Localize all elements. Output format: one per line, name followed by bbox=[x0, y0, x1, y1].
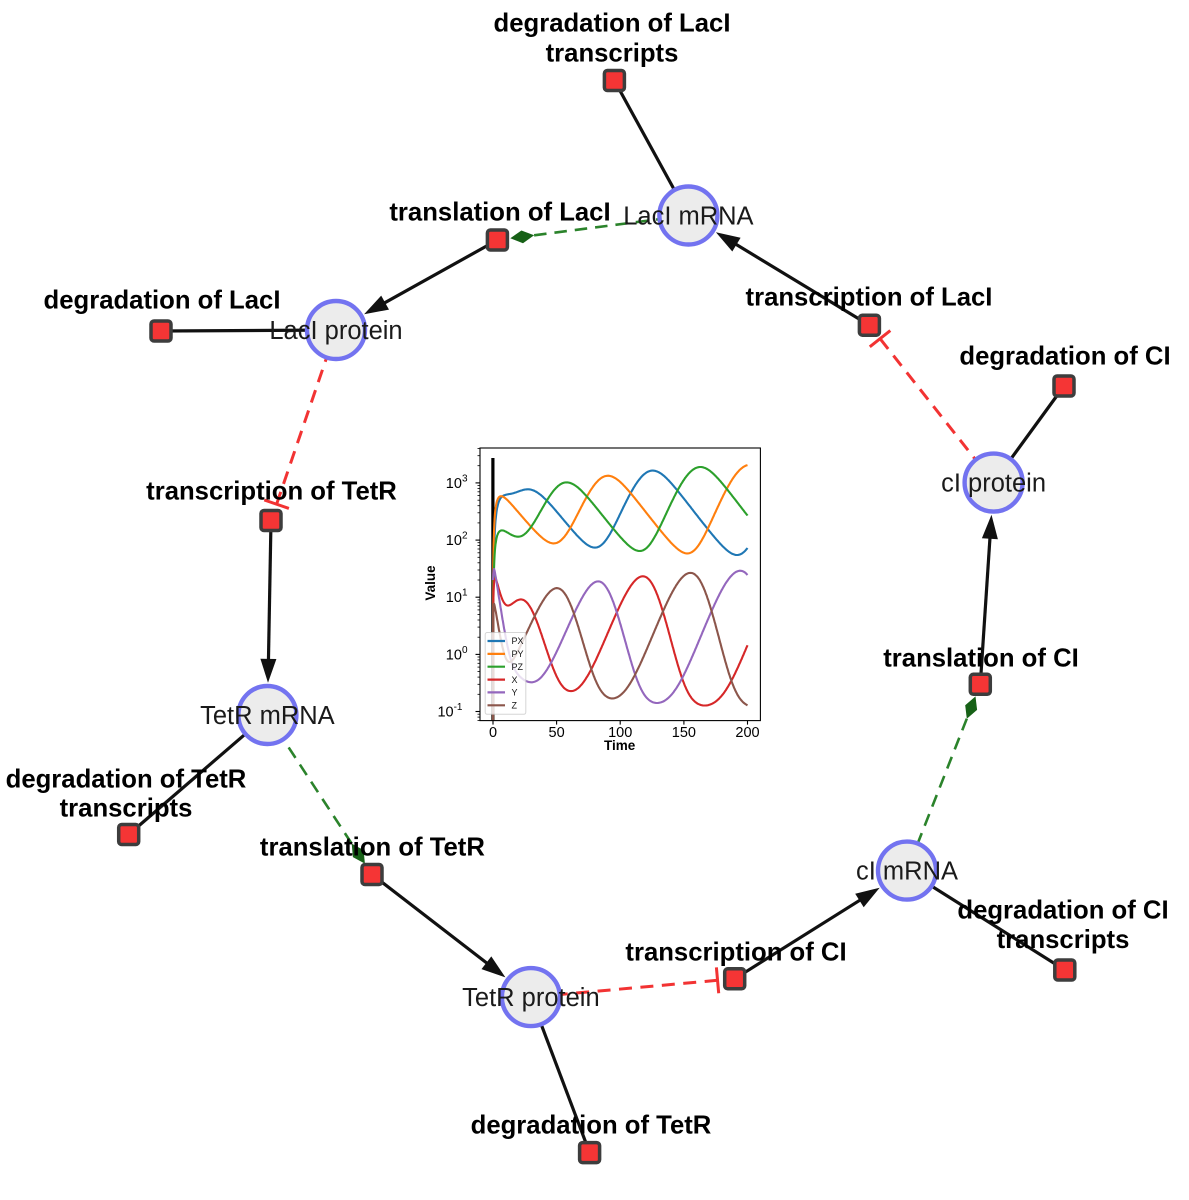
svg-text:LacI protein: LacI protein bbox=[269, 317, 402, 345]
svg-text:degradation of LacI: degradation of LacI bbox=[494, 9, 731, 37]
svg-text:degradation of CI: degradation of CI bbox=[957, 897, 1168, 925]
svg-text:cI mRNA: cI mRNA bbox=[856, 858, 958, 886]
svg-text:degradation of TetR: degradation of TetR bbox=[6, 766, 247, 794]
svg-text:transcripts: transcripts bbox=[546, 40, 679, 68]
svg-text:PX: PX bbox=[512, 636, 524, 646]
svg-text:degradation of CI: degradation of CI bbox=[959, 343, 1170, 371]
svg-text:translation of CI: translation of CI bbox=[883, 645, 1079, 673]
svg-text:TetR protein: TetR protein bbox=[462, 984, 600, 1012]
svg-text:degradation of TetR: degradation of TetR bbox=[471, 1111, 712, 1139]
svg-text:50: 50 bbox=[549, 725, 565, 741]
svg-text:100: 100 bbox=[608, 725, 632, 741]
svg-text:degradation of LacI: degradation of LacI bbox=[44, 287, 281, 315]
svg-text:transcripts: transcripts bbox=[997, 926, 1130, 954]
svg-text:Value: Value bbox=[423, 565, 438, 601]
svg-text:Time: Time bbox=[604, 738, 636, 753]
svg-text:translation of TetR: translation of TetR bbox=[260, 834, 485, 862]
svg-text:0: 0 bbox=[489, 725, 497, 741]
svg-text:transcription of LacI: transcription of LacI bbox=[746, 284, 993, 312]
svg-text:transcription of CI: transcription of CI bbox=[625, 939, 846, 967]
svg-text:150: 150 bbox=[672, 725, 696, 741]
svg-text:X: X bbox=[512, 675, 518, 685]
svg-text:Z: Z bbox=[512, 701, 518, 711]
svg-text:PY: PY bbox=[512, 649, 524, 659]
svg-text:cI protein: cI protein bbox=[941, 470, 1046, 498]
svg-text:LacI mRNA: LacI mRNA bbox=[623, 203, 753, 231]
svg-text:transcription of TetR: transcription of TetR bbox=[146, 478, 397, 506]
svg-text:transcripts: transcripts bbox=[60, 795, 193, 823]
svg-text:translation of LacI: translation of LacI bbox=[389, 199, 610, 227]
svg-text:Y: Y bbox=[512, 688, 518, 698]
svg-text:200: 200 bbox=[735, 725, 759, 741]
svg-text:TetR mRNA: TetR mRNA bbox=[200, 702, 335, 730]
svg-text:PZ: PZ bbox=[512, 662, 524, 672]
